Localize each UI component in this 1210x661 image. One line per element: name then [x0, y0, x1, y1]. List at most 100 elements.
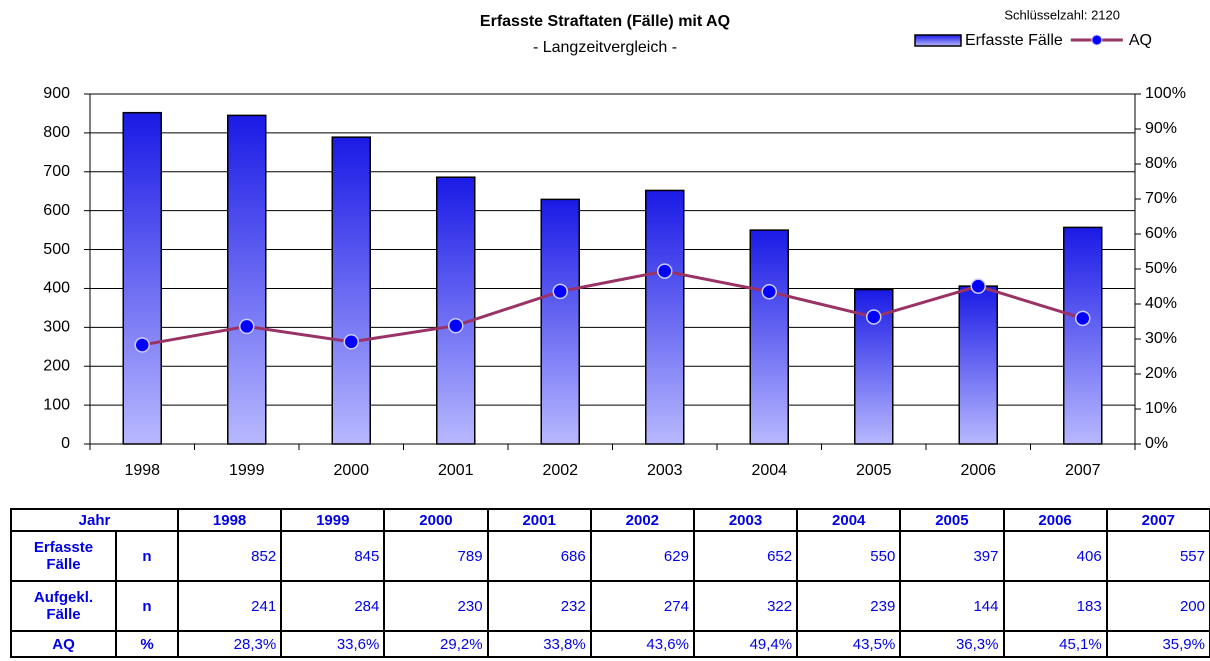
table-cell: 241: [176, 580, 283, 632]
table-cell: 33,6%: [280, 630, 386, 658]
table-cell: 2001: [486, 508, 592, 532]
table-cell: 45,1%: [1002, 630, 1108, 658]
x-tick-label: 2007: [1065, 462, 1101, 479]
bar: [331, 136, 371, 445]
bar: [749, 229, 789, 445]
table-cell: 43,6%: [589, 630, 695, 658]
table-cell: %: [115, 630, 179, 658]
marker: [343, 334, 359, 350]
marker: [657, 263, 673, 279]
bar: [540, 198, 580, 445]
table-cell: 2003: [692, 508, 799, 532]
y2-tick-label: 50%: [1145, 260, 1177, 277]
chart-subtitle: - Langzeitvergleich -: [533, 39, 677, 56]
table-cell: 686: [486, 530, 592, 582]
table-cell: 322: [692, 580, 799, 632]
table-cell: 43,5%: [796, 630, 902, 658]
table-cell: 557: [1105, 530, 1210, 582]
table-cell: 397: [899, 530, 1005, 582]
table-cell: Jahr: [10, 508, 179, 532]
marker: [134, 337, 150, 353]
table-cell: 49,4%: [692, 630, 799, 658]
marker: [761, 284, 777, 300]
bar: [227, 114, 267, 445]
table-row: AQ% 28,3% 33,6% 29,2% 33,8% 43,6% 49,4% 43,5% 36…: [10, 630, 1210, 658]
table-cell: 2000: [383, 508, 489, 532]
y-tick-label: 700: [43, 163, 70, 180]
y-tick-label: 800: [43, 124, 70, 141]
y2-tick-label: 80%: [1145, 155, 1177, 172]
marker: [239, 318, 255, 335]
bar: [958, 285, 998, 445]
table-cell: Erfasste Fälle: [10, 530, 117, 582]
x-tick-label: 1999: [229, 462, 265, 479]
y2-tick-label: 0%: [1145, 435, 1168, 452]
marker: [552, 283, 568, 300]
table-cell: 1998: [176, 508, 283, 532]
marker: [866, 309, 882, 325]
table-cell: n: [115, 530, 179, 582]
table-cell: Aufgekl. Fälle: [10, 580, 117, 632]
chart: Erfasste Straftaten (Fälle) mit AQ - Lan…: [43, 7, 1186, 479]
y-tick-label: 0: [61, 435, 70, 452]
y2-tick-label: 30%: [1145, 330, 1177, 347]
x-tick-label: 2004: [751, 462, 787, 479]
table-cell: 2004: [796, 508, 902, 532]
legend-label: AQ: [1129, 32, 1152, 49]
bar: [1063, 226, 1103, 445]
legend-label: Erfasste Fälle: [965, 32, 1063, 49]
x-tick-label: 2001: [438, 462, 474, 479]
y-tick-label: 100: [43, 396, 70, 413]
table-cell: 274: [589, 580, 695, 632]
table-cell: 2007: [1105, 508, 1210, 532]
table-cell: 284: [280, 580, 386, 632]
table-cell: 2005: [899, 508, 1005, 532]
table-cell: 33,8%: [486, 630, 592, 658]
y2-tick-label: 10%: [1145, 400, 1177, 417]
table-row: Erfasste Fälle n 852 845 789 686 629 652 550 397 4…: [10, 530, 1210, 582]
x-tick-label: 2000: [333, 462, 369, 479]
table-cell: 852: [176, 530, 283, 582]
legend-swatch: [1091, 34, 1103, 46]
x-tick-label: 2005: [856, 462, 892, 479]
chart-title: Erfasste Straftaten (Fälle) mit AQ: [480, 13, 730, 30]
table-cell: 239: [796, 580, 902, 632]
table-cell: 35,9%: [1105, 630, 1210, 658]
table-cell: 144: [899, 580, 1005, 632]
table-cell: 629: [589, 530, 695, 582]
y-tick-label: 900: [43, 85, 70, 102]
y2-tick-label: 40%: [1145, 295, 1177, 312]
line: [141, 269, 1084, 347]
table-cell: 200: [1105, 580, 1210, 632]
y2-tick-label: 70%: [1145, 190, 1177, 207]
marker: [448, 317, 464, 334]
table-cell: 2002: [589, 508, 695, 532]
table-cell: n: [115, 580, 179, 632]
table-cell: 28,3%: [176, 630, 283, 658]
table-cell: 845: [280, 530, 386, 582]
table-cell: 232: [486, 580, 592, 632]
table-cell: 652: [692, 530, 799, 582]
legend-swatch: [914, 34, 962, 47]
x-tick-label: 2006: [960, 462, 996, 479]
y-tick-label: 400: [43, 280, 70, 297]
table-cell: 550: [796, 530, 902, 582]
y2-tick-label: 100%: [1145, 85, 1186, 102]
table-cell: 29,2%: [383, 630, 489, 658]
table-cell: 789: [383, 530, 489, 582]
table-cell: 1999: [280, 508, 386, 532]
y-tick-label: 200: [43, 357, 70, 374]
table-cell: AQ: [10, 630, 117, 658]
y-tick-label: 600: [43, 202, 70, 219]
table-cell: 36,3%: [899, 630, 1005, 658]
bar: [436, 176, 476, 445]
bar: [645, 189, 685, 445]
x-tick-label: 2002: [542, 462, 578, 479]
y2-tick-label: 60%: [1145, 225, 1177, 242]
x-tick-label: 1998: [124, 462, 160, 479]
marker: [1075, 310, 1091, 327]
data-table: Jahr 1998 1999 2000 2001 2002 2003 2004 2005 200 6…: [10, 508, 1210, 658]
table-row: Aufgekl. Fälle n 241 284 230 232 274 322 239 144 1…: [10, 580, 1210, 632]
x-tick-label: 2003: [647, 462, 683, 479]
y-tick-label: 500: [43, 241, 70, 258]
